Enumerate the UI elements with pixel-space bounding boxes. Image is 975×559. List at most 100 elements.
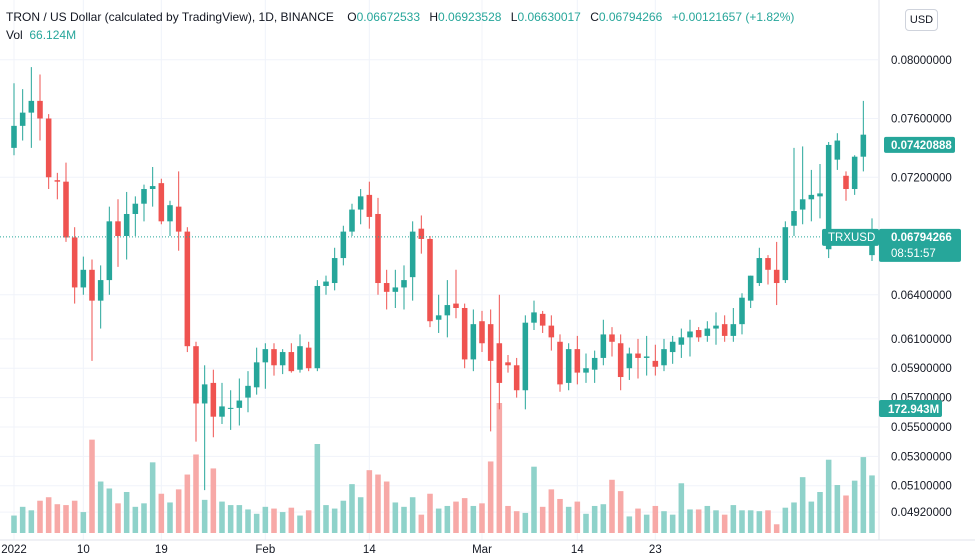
volume-bar bbox=[496, 403, 503, 533]
candle-body bbox=[210, 382, 217, 417]
candle-body bbox=[245, 385, 251, 398]
candle-body bbox=[730, 324, 737, 336]
volume-bar bbox=[557, 498, 563, 533]
candle-body bbox=[167, 205, 173, 222]
volume-bar bbox=[288, 507, 295, 533]
volume-tag: 172.943M bbox=[879, 400, 942, 417]
low-value: 0.06630017 bbox=[517, 10, 581, 24]
volume-bar bbox=[45, 497, 52, 533]
last-price-tag: 0.07420888 bbox=[884, 136, 955, 153]
candle-body bbox=[531, 312, 537, 323]
candle-body bbox=[643, 356, 650, 358]
candle-body bbox=[97, 280, 104, 301]
volume-bar bbox=[704, 505, 711, 533]
volume-bar bbox=[695, 509, 702, 533]
volume-bar bbox=[583, 513, 589, 533]
volume-bar bbox=[825, 459, 832, 533]
candle-body bbox=[80, 269, 87, 288]
candle-body bbox=[193, 346, 199, 404]
volume-bar bbox=[19, 506, 26, 533]
time-tick-label: Mar bbox=[472, 544, 492, 556]
open-label: O bbox=[347, 10, 357, 24]
candle-body bbox=[817, 193, 823, 197]
candle-body bbox=[669, 341, 676, 353]
volume-bar bbox=[565, 506, 572, 533]
candle-body bbox=[808, 194, 815, 200]
volume-bar bbox=[80, 512, 87, 533]
countdown-timer: 08:51:57 bbox=[891, 248, 936, 260]
time-axis[interactable]: 2022 10 19 Feb 14 Mar 14 23 bbox=[1, 544, 662, 556]
price-tick-label: 0.07200000 bbox=[891, 172, 952, 184]
candle-body bbox=[141, 189, 147, 204]
volume-bar bbox=[106, 488, 113, 533]
candle-body bbox=[834, 140, 841, 160]
volume-bar bbox=[314, 444, 321, 533]
volume-bar bbox=[323, 505, 329, 533]
high-label: H bbox=[429, 10, 439, 24]
volume-bar bbox=[175, 489, 182, 533]
volume-bar bbox=[487, 461, 494, 533]
volume-bar bbox=[305, 510, 312, 533]
volume-bar bbox=[253, 513, 260, 533]
candle-body bbox=[583, 368, 589, 373]
volume-bar bbox=[669, 514, 676, 533]
volume-value: 172.943M bbox=[888, 404, 939, 416]
candle-body bbox=[756, 258, 763, 284]
candle-body bbox=[71, 237, 78, 288]
price-axis[interactable]: 0.08000000 0.07600000 0.07200000 0.06400000… bbox=[891, 55, 952, 519]
volume-bar bbox=[89, 439, 95, 533]
candle-body bbox=[539, 313, 546, 326]
candle-body bbox=[340, 231, 347, 259]
volume-bar bbox=[756, 511, 763, 533]
volume-bar bbox=[141, 503, 147, 533]
volume-bar bbox=[869, 475, 875, 533]
open-value: 0.06672533 bbox=[356, 10, 420, 24]
high-value: 0.06923528 bbox=[438, 10, 502, 24]
volume-bar bbox=[609, 479, 615, 533]
candle-body bbox=[227, 407, 234, 409]
volume-bar bbox=[765, 510, 771, 533]
volume-bar bbox=[210, 468, 217, 533]
current-price-value: 0.06794266 bbox=[891, 232, 952, 244]
volume-bar bbox=[245, 509, 251, 533]
volume-legend-value: 66.124M bbox=[29, 28, 77, 42]
candle-body bbox=[487, 324, 494, 361]
time-tick-label: 19 bbox=[155, 544, 168, 556]
volume-bar bbox=[843, 495, 849, 533]
candle-body bbox=[661, 349, 667, 366]
volume-bar bbox=[427, 493, 433, 533]
volume-bar bbox=[401, 506, 407, 533]
candle-body bbox=[45, 118, 52, 178]
candle-body bbox=[869, 237, 875, 256]
volume-bar bbox=[219, 501, 225, 533]
volume-bar bbox=[383, 481, 390, 533]
volume-bar bbox=[574, 501, 581, 533]
candle-body bbox=[496, 343, 503, 383]
price-tick-label: 0.07600000 bbox=[891, 114, 952, 126]
candle-body bbox=[357, 196, 364, 210]
volume-bar bbox=[435, 508, 442, 533]
candle-body bbox=[37, 100, 43, 119]
candle-body bbox=[366, 194, 373, 217]
currency-button[interactable]: USD bbox=[905, 9, 938, 31]
candle-body bbox=[11, 125, 17, 148]
candle-body bbox=[557, 341, 563, 385]
volume-bar bbox=[158, 493, 165, 533]
volume-bar bbox=[617, 491, 624, 533]
candle-body bbox=[28, 100, 35, 113]
candle-body bbox=[635, 353, 641, 358]
volume-bar bbox=[167, 502, 173, 533]
candle-body bbox=[253, 362, 260, 388]
volume-bar bbox=[548, 489, 555, 533]
time-tick-label: 14 bbox=[363, 544, 376, 556]
volume-bar bbox=[851, 480, 858, 533]
candle-body bbox=[522, 322, 529, 391]
volume-bar bbox=[730, 505, 737, 533]
volume-bar bbox=[115, 503, 121, 533]
symbol-tag-label: TRXUSD bbox=[828, 232, 875, 244]
candle-body bbox=[461, 307, 468, 360]
price-tick-label: 0.06100000 bbox=[891, 334, 952, 346]
time-tick-label: 10 bbox=[77, 544, 90, 556]
candle-body bbox=[392, 287, 399, 292]
